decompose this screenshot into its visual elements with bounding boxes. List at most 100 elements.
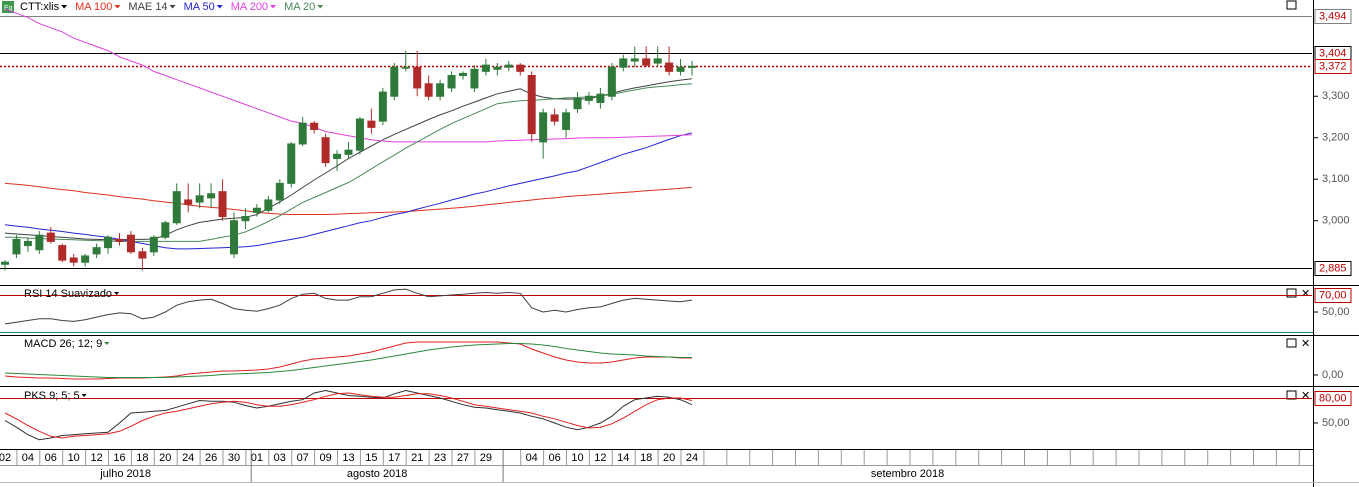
eq-icon[interactable] [2,1,14,13]
candle-body [527,75,536,135]
x-tick-label: 13 [342,452,354,464]
candle-body [688,65,696,68]
indicator-line [4,288,693,325]
candle-body [12,238,21,255]
indicator-line [4,8,693,143]
maximize-icon[interactable] [1286,0,1297,10]
candle-body [401,66,410,69]
x-tick-label: 12 [594,452,606,464]
candle-body [58,245,67,261]
candle-body [92,247,101,255]
y-tick-label: 3,300 [1322,90,1350,102]
dropdown-arrow [81,394,87,397]
dropdown-arrow [61,5,68,9]
candle-body [562,112,571,130]
candle-body [550,114,559,122]
level-label: 3,404 [1319,47,1347,59]
candle-body [287,143,296,184]
dropdown-arrow [114,5,121,9]
x-tick-label: 18 [640,452,652,464]
candle-body [447,75,456,89]
candle-body [653,58,662,64]
candle-body [172,191,181,224]
dropdown-arrow [104,342,110,345]
candle-body [149,236,158,253]
x-tick-label: 17 [388,452,400,464]
candle-body [459,72,467,77]
x-tick-label: 16 [113,452,125,464]
y-tick-label: 0,00 [1322,369,1343,381]
candle-body [23,240,32,247]
candle-body [46,232,55,242]
candle-body [298,122,307,145]
x-tick-label: 14 [617,452,629,464]
candle-body [264,199,273,211]
legend-entry: MAE 14 [128,1,167,13]
candle-body [390,66,399,97]
candle-body [241,216,250,222]
level-label: 70,00 [1319,289,1347,301]
x-tick-label: 23 [434,452,446,464]
candle-body [436,83,445,97]
dropdown-arrow [114,292,120,295]
candle-body [115,238,124,242]
candle-body [104,236,113,249]
close-icon[interactable]: ✕ [1301,390,1310,402]
candle-body [218,191,227,218]
x-tick-label: 10 [571,452,583,464]
candle-body [230,220,238,255]
y-tick-label: 50,00 [1322,417,1350,429]
y-tick-label: 50,00 [1322,306,1350,318]
close-icon[interactable]: ✕ [1301,288,1310,300]
x-tick-label: 04 [526,452,538,464]
close-icon[interactable]: ✕ [1301,338,1310,350]
x-tick-label: 21 [411,452,423,464]
candle-body [516,64,525,72]
maximize-icon[interactable] [1286,288,1297,298]
x-tick-label: 10 [68,452,80,464]
level-box [1314,59,1352,74]
candle-body [539,112,548,143]
x-tick-label: 26 [205,452,217,464]
panel-title: RSI 14 Suavizado [24,288,112,300]
maximize-icon[interactable] [1286,338,1297,348]
y-tick-label: 3,000 [1322,215,1350,227]
candle-body [344,149,353,155]
x-tick-label: 02 [0,452,11,464]
level-box [1314,391,1352,406]
candle-body [310,122,319,130]
candle-body [378,91,387,122]
legend-entry: MA 100 [75,1,112,13]
candle-body [1,261,9,265]
candle-body [138,251,147,259]
candle-body [195,195,204,203]
candle-body [367,120,376,128]
legend-entry: MA 50 [184,1,215,13]
dropdown-arrow [169,5,176,9]
indicator-line [4,389,693,441]
x-tick-label: 12 [90,452,102,464]
candle-body [413,66,422,89]
candle-body [184,199,193,205]
y-tick-label: 3,100 [1322,173,1350,185]
candle-body [35,234,44,251]
y-tick-label: 3,200 [1322,132,1350,144]
candle-body [665,62,674,72]
indicator-line [4,182,693,215]
x-tick-label: 20 [159,452,171,464]
level-label: 3,372 [1319,60,1347,72]
dropdown-arrow [270,5,277,9]
indicator-line [4,343,692,378]
candle-body [493,66,502,70]
candle-body [126,234,135,253]
x-tick-label: 09 [319,452,331,464]
level-label: 2,885 [1319,262,1347,274]
x-tick-label: 29 [480,452,492,464]
dropdown-arrow [317,5,324,9]
panel-icons: ✕ ✕ ✕ [1286,288,1310,402]
x-tick-label: 07 [297,452,309,464]
candle-body [596,93,605,103]
candle-body [252,207,261,213]
